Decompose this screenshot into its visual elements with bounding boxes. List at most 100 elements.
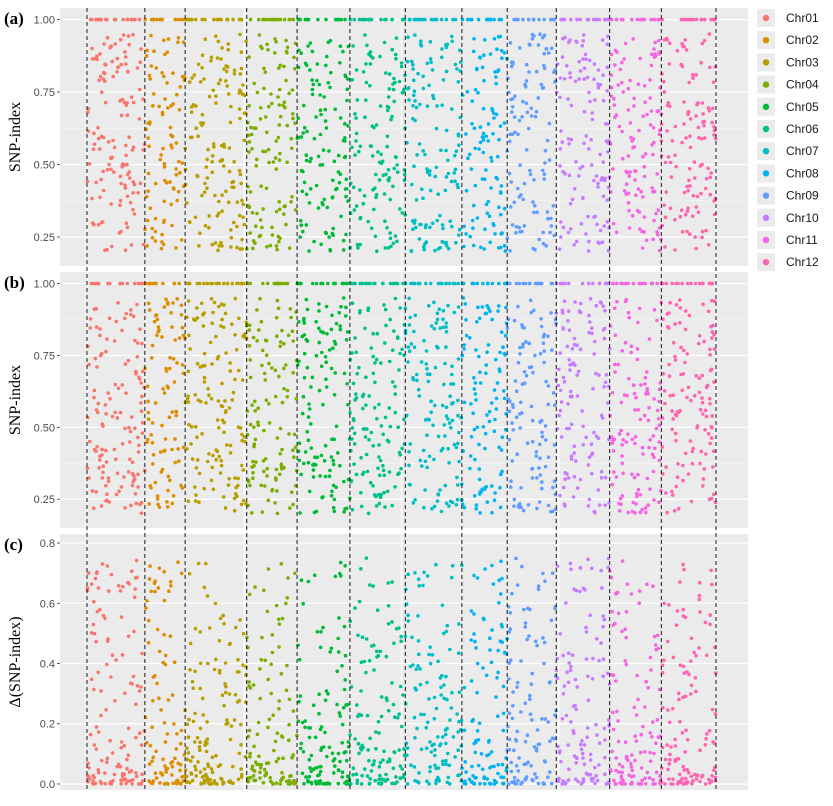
data-point-chr06 <box>373 380 377 385</box>
data-point-chr01 <box>85 586 90 590</box>
data-point-chr08 <box>485 777 490 781</box>
top-point-chr07 <box>423 17 427 22</box>
data-point-chr04 <box>283 204 287 208</box>
data-point-chr06 <box>363 33 367 37</box>
data-point-chr03 <box>233 296 238 301</box>
data-point-chr03 <box>190 679 195 684</box>
data-point-chr03 <box>213 601 218 606</box>
data-point-chr03 <box>185 396 190 401</box>
data-point-chr10 <box>558 351 562 355</box>
data-point-chr10 <box>569 362 574 367</box>
data-point-chr02 <box>171 301 175 305</box>
data-point-chr05 <box>298 746 303 751</box>
data-point-chr10 <box>566 680 571 685</box>
data-point-chr06 <box>381 758 385 762</box>
data-point-chr11 <box>630 768 635 773</box>
data-point-chr06 <box>371 484 375 488</box>
data-point-chr03 <box>202 375 207 380</box>
data-point-chr12 <box>681 782 685 786</box>
data-point-chr05 <box>303 61 308 66</box>
data-point-chr07 <box>456 483 460 487</box>
data-point-chr06 <box>378 773 382 778</box>
data-point-chr06 <box>368 736 372 741</box>
data-point-chr06 <box>371 188 375 192</box>
data-point-chr09 <box>519 400 523 405</box>
data-point-chr02 <box>174 246 178 250</box>
data-point-chr04 <box>277 699 282 703</box>
data-point-chr01 <box>133 576 138 580</box>
data-point-chr05 <box>316 773 320 778</box>
data-point-chr02 <box>172 660 177 664</box>
data-point-chr02 <box>162 449 166 453</box>
data-point-chr02 <box>171 102 175 106</box>
data-point-chr01 <box>114 319 119 324</box>
data-point-chr11 <box>651 125 656 130</box>
data-point-chr12 <box>690 781 694 786</box>
data-point-chr07 <box>430 743 434 748</box>
data-point-chr02 <box>180 775 184 779</box>
top-point-chr12 <box>692 17 696 22</box>
data-point-chr12 <box>700 400 705 405</box>
data-point-chr06 <box>348 619 353 624</box>
data-point-chr12 <box>675 48 680 53</box>
data-point-chr04 <box>253 409 258 413</box>
data-point-chr07 <box>456 185 460 190</box>
data-point-chr07 <box>422 712 426 717</box>
data-point-chr01 <box>136 472 140 477</box>
top-point-chr11 <box>631 281 636 286</box>
data-point-chr11 <box>626 758 630 762</box>
data-point-chr10 <box>572 451 576 455</box>
data-point-chr04 <box>247 104 251 108</box>
data-point-chr06 <box>400 91 405 95</box>
data-point-chr06 <box>355 98 360 102</box>
data-point-chr11 <box>626 108 631 112</box>
data-point-chr07 <box>416 387 421 392</box>
data-point-chr02 <box>169 584 173 588</box>
data-point-chr08 <box>499 775 504 779</box>
data-point-chr02 <box>150 759 154 763</box>
data-point-chr04 <box>250 147 254 151</box>
data-point-chr03 <box>212 667 217 672</box>
data-point-chr05 <box>344 338 349 342</box>
data-point-chr03 <box>195 316 200 320</box>
data-point-chr09 <box>551 204 556 208</box>
data-point-chr09 <box>541 782 546 786</box>
data-point-chr05 <box>336 650 341 654</box>
data-point-chr10 <box>573 677 578 682</box>
data-point-chr04 <box>280 400 285 405</box>
data-point-chr07 <box>412 345 417 350</box>
data-point-chr08 <box>475 661 480 666</box>
data-point-chr08 <box>495 676 499 680</box>
data-point-chr01 <box>135 66 140 70</box>
data-point-chr11 <box>612 778 616 783</box>
data-point-chr01 <box>111 74 115 79</box>
data-point-chr03 <box>223 690 228 695</box>
data-point-chr12 <box>700 137 704 141</box>
data-point-chr05 <box>331 226 336 231</box>
data-point-chr05 <box>318 132 323 137</box>
data-point-chr10 <box>578 477 583 482</box>
data-point-chr11 <box>614 768 618 773</box>
top-point-chr11 <box>637 281 641 286</box>
data-point-chr08 <box>486 343 491 347</box>
data-point-chr04 <box>252 444 256 449</box>
data-point-chr04 <box>284 688 289 693</box>
data-point-chr01 <box>119 181 123 186</box>
data-point-chr03 <box>194 466 199 470</box>
data-point-chr12 <box>695 194 700 199</box>
data-point-chr05 <box>321 745 326 749</box>
data-point-chr12 <box>687 232 692 236</box>
data-point-chr01 <box>92 131 96 136</box>
data-point-chr05 <box>329 366 334 371</box>
data-point-chr05 <box>302 375 307 380</box>
data-point-chr05 <box>304 153 309 157</box>
data-point-chr05 <box>314 463 318 467</box>
data-point-chr07 <box>421 74 425 79</box>
top-point-chr06 <box>350 281 354 286</box>
top-point-chr02 <box>148 281 153 286</box>
data-point-chr10 <box>584 625 588 630</box>
data-point-chr05 <box>297 699 301 704</box>
data-point-chr10 <box>575 343 579 348</box>
data-point-chr11 <box>656 233 660 237</box>
data-point-chr03 <box>230 322 234 327</box>
